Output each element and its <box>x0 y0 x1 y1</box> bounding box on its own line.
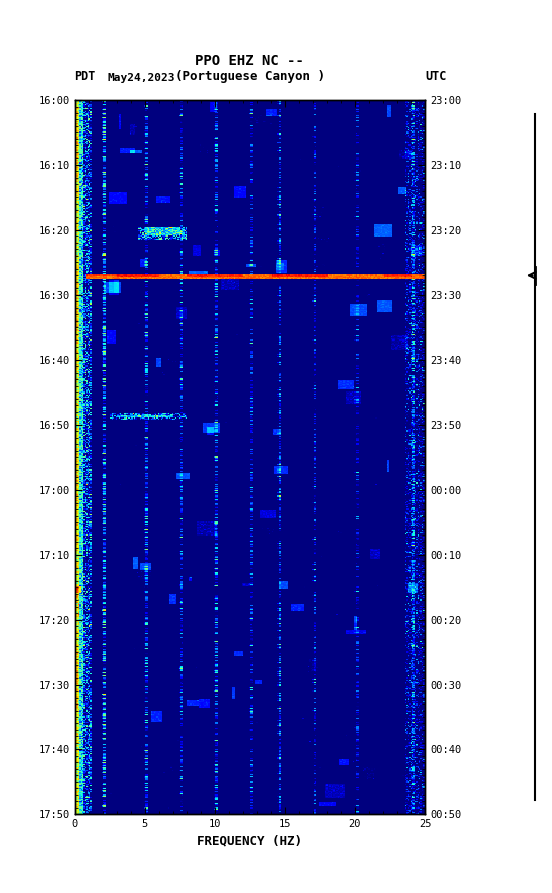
X-axis label: FREQUENCY (HZ): FREQUENCY (HZ) <box>197 835 302 847</box>
Text: May24,2023: May24,2023 <box>108 73 175 83</box>
Text: (Portuguese Canyon ): (Portuguese Canyon ) <box>175 70 325 83</box>
Polygon shape <box>3 5 14 38</box>
Text: USGS: USGS <box>19 15 56 28</box>
Text: PPO EHZ NC --: PPO EHZ NC -- <box>195 54 304 68</box>
Text: UTC: UTC <box>425 70 447 83</box>
Text: PDT: PDT <box>75 70 96 83</box>
